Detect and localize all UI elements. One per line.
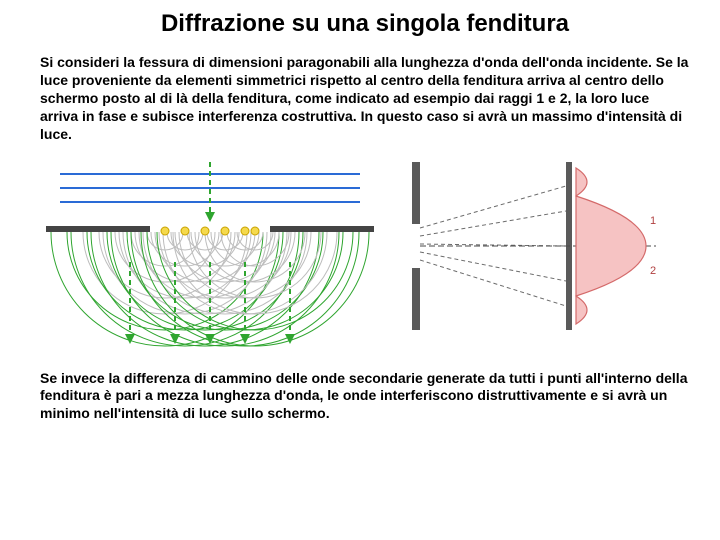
huygens-diagram bbox=[40, 156, 380, 356]
svg-text:1: 1 bbox=[650, 215, 656, 227]
svg-text:2: 2 bbox=[650, 265, 656, 277]
page-title: Diffrazione su una singola fenditura bbox=[40, 10, 690, 38]
paragraph-1: Si consideri la fessura di dimensioni pa… bbox=[40, 54, 690, 144]
figure-row: 12 bbox=[40, 156, 690, 356]
intensity-diagram: 12 bbox=[398, 156, 658, 336]
paragraph-2: Se invece la differenza di cammino delle… bbox=[40, 370, 690, 424]
